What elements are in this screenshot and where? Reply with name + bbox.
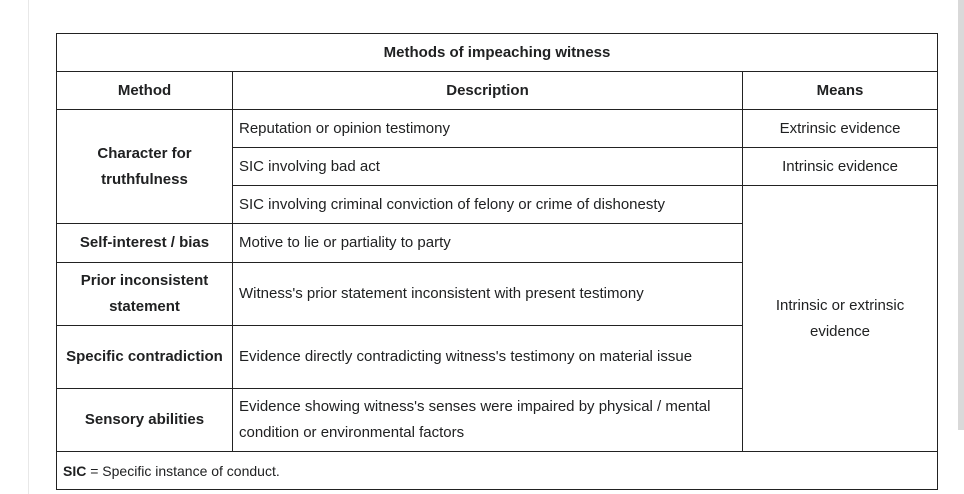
method-self-interest: Self-interest / bias (56, 223, 233, 263)
footnote-definition: = Specific instance of conduct. (86, 462, 280, 479)
header-row: Method Description Means (56, 71, 939, 110)
footnote-term: SIC (63, 462, 87, 479)
table-row: Self-interest / bias Motive to lie or pa… (56, 223, 938, 263)
description-cell: Witness's prior statement inconsistent w… (232, 262, 743, 326)
impeachment-table: Methods of impeaching witness Method Des… (55, 33, 939, 490)
header-description: Description (232, 71, 743, 110)
scrollbar[interactable] (958, 0, 964, 430)
method-character: Character for truthfulness (56, 109, 233, 224)
description-cell: Evidence directly contradicting witness'… (232, 325, 743, 389)
table-row: Prior inconsistent statement Witness's p… (56, 262, 938, 326)
header-means: Means (741, 71, 939, 110)
table-row: SIC involving bad act Intrinsic evidence (57, 147, 939, 186)
description-cell: Evidence showing witness's senses were i… (232, 388, 743, 452)
means-cell: Extrinsic evidence (741, 109, 939, 148)
description-cell: SIC involving bad act (232, 147, 743, 186)
table-row: Specific contradiction Evidence directly… (56, 325, 938, 389)
footnote: SIC = Specific instance of conduct. (55, 451, 939, 490)
table-caption: Methods of impeaching witness (55, 33, 939, 72)
table-row: Character for truthfulness Reputation or… (56, 109, 939, 224)
page-left-border (28, 0, 29, 494)
method-prior-inconsistent: Prior inconsistent statement (56, 262, 233, 326)
description-cell: SIC involving criminal conviction of fel… (232, 185, 743, 224)
header-method: Method (56, 71, 233, 110)
method-sensory: Sensory abilities (56, 388, 233, 452)
caption-row: Methods of impeaching witness (55, 33, 939, 72)
table-row: SIC involving criminal conviction of fel… (57, 185, 939, 452)
description-cell: Motive to lie or partiality to party (232, 223, 743, 263)
means-shared-cell: Intrinsic or extrinsic evidence (741, 185, 939, 452)
description-cell: Reputation or opinion testimony (232, 109, 743, 148)
means-cell: Intrinsic evidence (741, 147, 939, 186)
method-specific-contradiction: Specific contradiction (56, 325, 233, 389)
footnote-row: SIC = Specific instance of conduct. (55, 451, 939, 490)
